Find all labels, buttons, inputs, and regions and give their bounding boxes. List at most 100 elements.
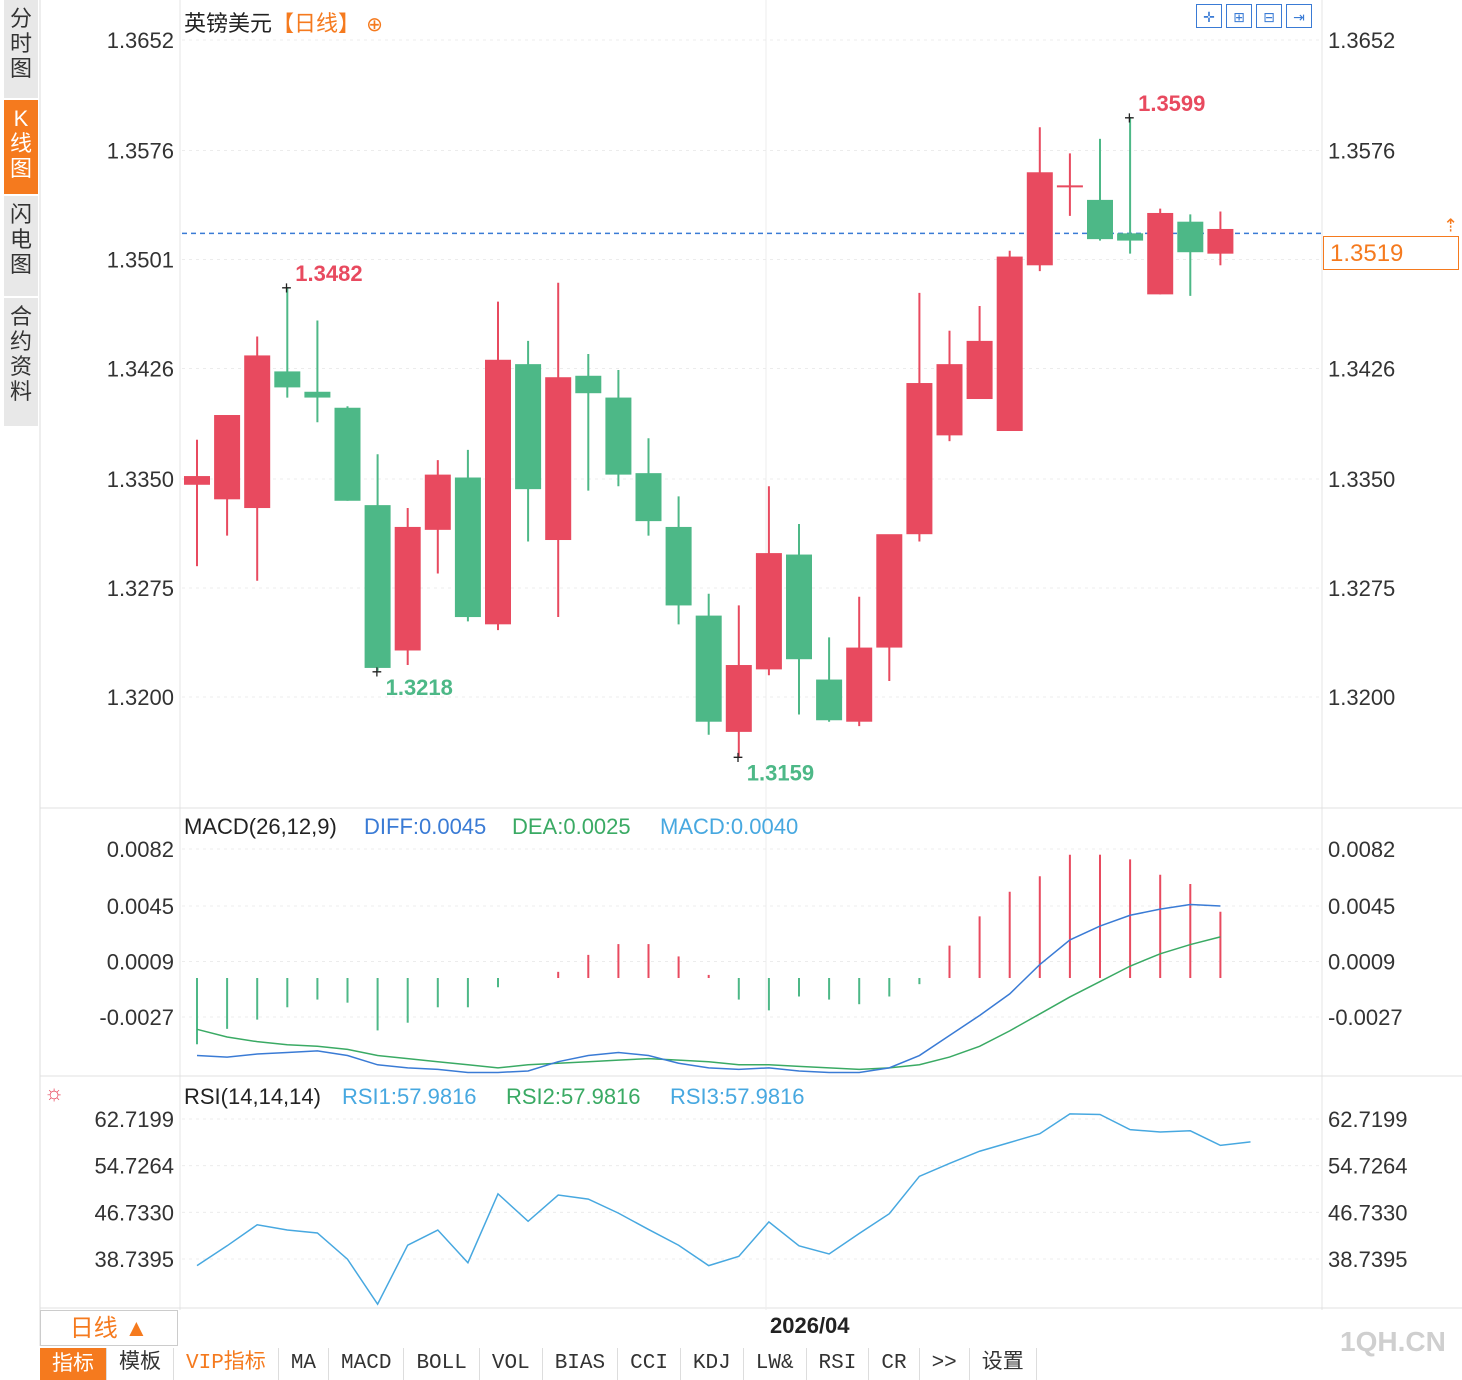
toolbar-item-14[interactable]: 设置 bbox=[970, 1348, 1037, 1380]
candle-body bbox=[214, 415, 241, 500]
toolbar-item-13[interactable]: >> bbox=[920, 1348, 970, 1380]
tab-flash[interactable]: 闪电图 bbox=[4, 196, 38, 298]
candle-body bbox=[545, 377, 572, 541]
candle-body bbox=[906, 383, 933, 535]
macd-ytick-right: 0.0082 bbox=[1328, 837, 1395, 862]
rsi-ytick-right: 38.7395 bbox=[1328, 1247, 1408, 1272]
toolbar-item-1[interactable]: 模板 bbox=[107, 1348, 174, 1380]
k-ytick-left: 1.3426 bbox=[107, 357, 174, 382]
chart-title: 英镑美元【日线】 ⊕ bbox=[184, 6, 383, 38]
extreme-label: 1.3599 bbox=[1138, 91, 1205, 116]
candle-body bbox=[304, 391, 331, 398]
scroll-right-icon[interactable]: ⇥ bbox=[1286, 4, 1312, 28]
candle-body bbox=[755, 553, 782, 670]
settings-sun-icon: ☼ bbox=[44, 1080, 64, 1105]
k-ytick-left: 1.3576 bbox=[107, 138, 174, 163]
toolbar-item-5[interactable]: BOLL bbox=[404, 1348, 480, 1380]
candle-body bbox=[244, 355, 271, 509]
dea-line bbox=[196, 936, 1221, 1071]
toolbar-item-0[interactable]: 指标 bbox=[40, 1348, 107, 1380]
extreme-label: 1.3482 bbox=[295, 261, 362, 286]
macd-ytick-left: 0.0009 bbox=[107, 950, 174, 975]
tab-contract-info[interactable]: 合约资料 bbox=[4, 298, 38, 428]
macd-legend-diff: DIFF:0.0045 bbox=[364, 814, 486, 839]
rsi-ytick-left: 46.7330 bbox=[94, 1200, 174, 1225]
toolbar-item-3[interactable]: MA bbox=[279, 1348, 330, 1380]
candle-body bbox=[846, 647, 873, 722]
candle-body bbox=[575, 375, 602, 394]
tab-timeshare[interactable]: 分时图 bbox=[4, 0, 38, 100]
candle-body bbox=[274, 371, 301, 388]
rsi-ytick-left: 62.7199 bbox=[94, 1107, 174, 1132]
annotation-marker: + bbox=[1124, 108, 1135, 128]
extreme-label: 1.3218 bbox=[386, 675, 453, 700]
candle-body bbox=[1207, 228, 1234, 254]
candle-body bbox=[1056, 185, 1083, 188]
zoom-in-icon[interactable]: ⊞ bbox=[1226, 4, 1252, 28]
candle-body bbox=[1117, 233, 1144, 241]
rsi-legend-3: RSI3:57.9816 bbox=[670, 1084, 805, 1109]
rsi-legend-2: RSI2:57.9816 bbox=[506, 1084, 641, 1109]
indicator-toolbar: 指标 模板 VIP指标 MA MACD BOLL VOL BIAS CCI KDJ LW& RSI CR… bbox=[40, 1348, 1037, 1380]
candle-body bbox=[515, 364, 542, 490]
toolbar-item-8[interactable]: CCI bbox=[618, 1348, 681, 1380]
candle-body bbox=[635, 473, 662, 522]
candle-body bbox=[605, 397, 632, 475]
toolbar-item-9[interactable]: KDJ bbox=[681, 1348, 744, 1380]
candle-body bbox=[184, 476, 210, 485]
rsi-ytick-right: 46.7330 bbox=[1328, 1200, 1408, 1225]
candle-body bbox=[816, 679, 843, 721]
candle-body bbox=[725, 665, 752, 732]
current-price-box: 1.3519 bbox=[1323, 236, 1459, 270]
candle-body bbox=[966, 340, 993, 400]
candle-body bbox=[786, 554, 812, 660]
plus-circle-icon[interactable]: ⊕ bbox=[366, 14, 383, 36]
macd-ytick-right: -0.0027 bbox=[1328, 1005, 1403, 1030]
period-label[interactable]: 【日线】 bbox=[272, 11, 361, 36]
candle-body bbox=[1177, 221, 1204, 253]
rsi-line bbox=[196, 1113, 1251, 1306]
macd-ytick-left: -0.0027 bbox=[99, 1005, 174, 1030]
candle-body bbox=[996, 256, 1023, 432]
crosshair-icon[interactable]: ✛ bbox=[1196, 4, 1222, 28]
zoom-out-icon[interactable]: ⊟ bbox=[1256, 4, 1282, 28]
rsi-legend-name: RSI(14,14,14) bbox=[184, 1084, 321, 1109]
candle-body bbox=[695, 615, 722, 722]
macd-legend-dea: DEA:0.0025 bbox=[512, 814, 631, 839]
diff-line bbox=[196, 903, 1221, 1074]
x-axis-label: 2026/04 bbox=[770, 1313, 850, 1338]
rsi-ytick-right: 62.7199 bbox=[1328, 1107, 1408, 1132]
k-ytick-right: 1.3350 bbox=[1328, 467, 1395, 492]
candle-body bbox=[1087, 199, 1113, 240]
macd-ytick-right: 0.0009 bbox=[1328, 950, 1395, 975]
candle-body bbox=[454, 477, 481, 618]
toolbar-item-4[interactable]: MACD bbox=[329, 1348, 405, 1380]
k-ytick-right: 1.3576 bbox=[1328, 138, 1395, 163]
toolbar-item-7[interactable]: BIAS bbox=[543, 1348, 619, 1380]
chart-canvas: 1.36521.36521.35761.35761.35011.35011.34… bbox=[39, 0, 1462, 1346]
macd-legend-name: MACD(26,12,9) bbox=[184, 814, 337, 839]
rsi-ytick-left: 38.7395 bbox=[94, 1247, 174, 1272]
toolbar-item-6[interactable]: VOL bbox=[480, 1348, 543, 1380]
symbol-name: 英镑美元 bbox=[184, 11, 273, 36]
candle-body bbox=[1026, 172, 1053, 266]
period-selector[interactable]: 日线 ▲ bbox=[40, 1310, 178, 1346]
k-ytick-left: 1.3275 bbox=[107, 576, 174, 601]
macd-legend-macd: MACD:0.0040 bbox=[660, 814, 798, 839]
candle-body bbox=[364, 505, 391, 668]
rsi-legend-1: RSI1:57.9816 bbox=[342, 1084, 477, 1109]
toolbar-item-2[interactable]: VIP指标 bbox=[174, 1348, 279, 1380]
rsi-ytick-right: 54.7264 bbox=[1328, 1154, 1408, 1179]
macd-ytick-right: 0.0045 bbox=[1328, 894, 1395, 919]
chart-tools: ✛ ⊞ ⊟ ⇥ bbox=[1196, 4, 1312, 28]
candle-body bbox=[1147, 212, 1174, 295]
annotation-marker: + bbox=[372, 662, 383, 682]
candle-body bbox=[665, 526, 692, 606]
current-price-arrow: ⇡ bbox=[1443, 215, 1458, 235]
toolbar-item-11[interactable]: RSI bbox=[807, 1348, 870, 1380]
toolbar-item-12[interactable]: CR bbox=[869, 1348, 920, 1380]
candle-body bbox=[424, 474, 451, 530]
toolbar-item-10[interactable]: LW& bbox=[744, 1348, 807, 1380]
k-ytick-right: 1.3275 bbox=[1328, 576, 1395, 601]
